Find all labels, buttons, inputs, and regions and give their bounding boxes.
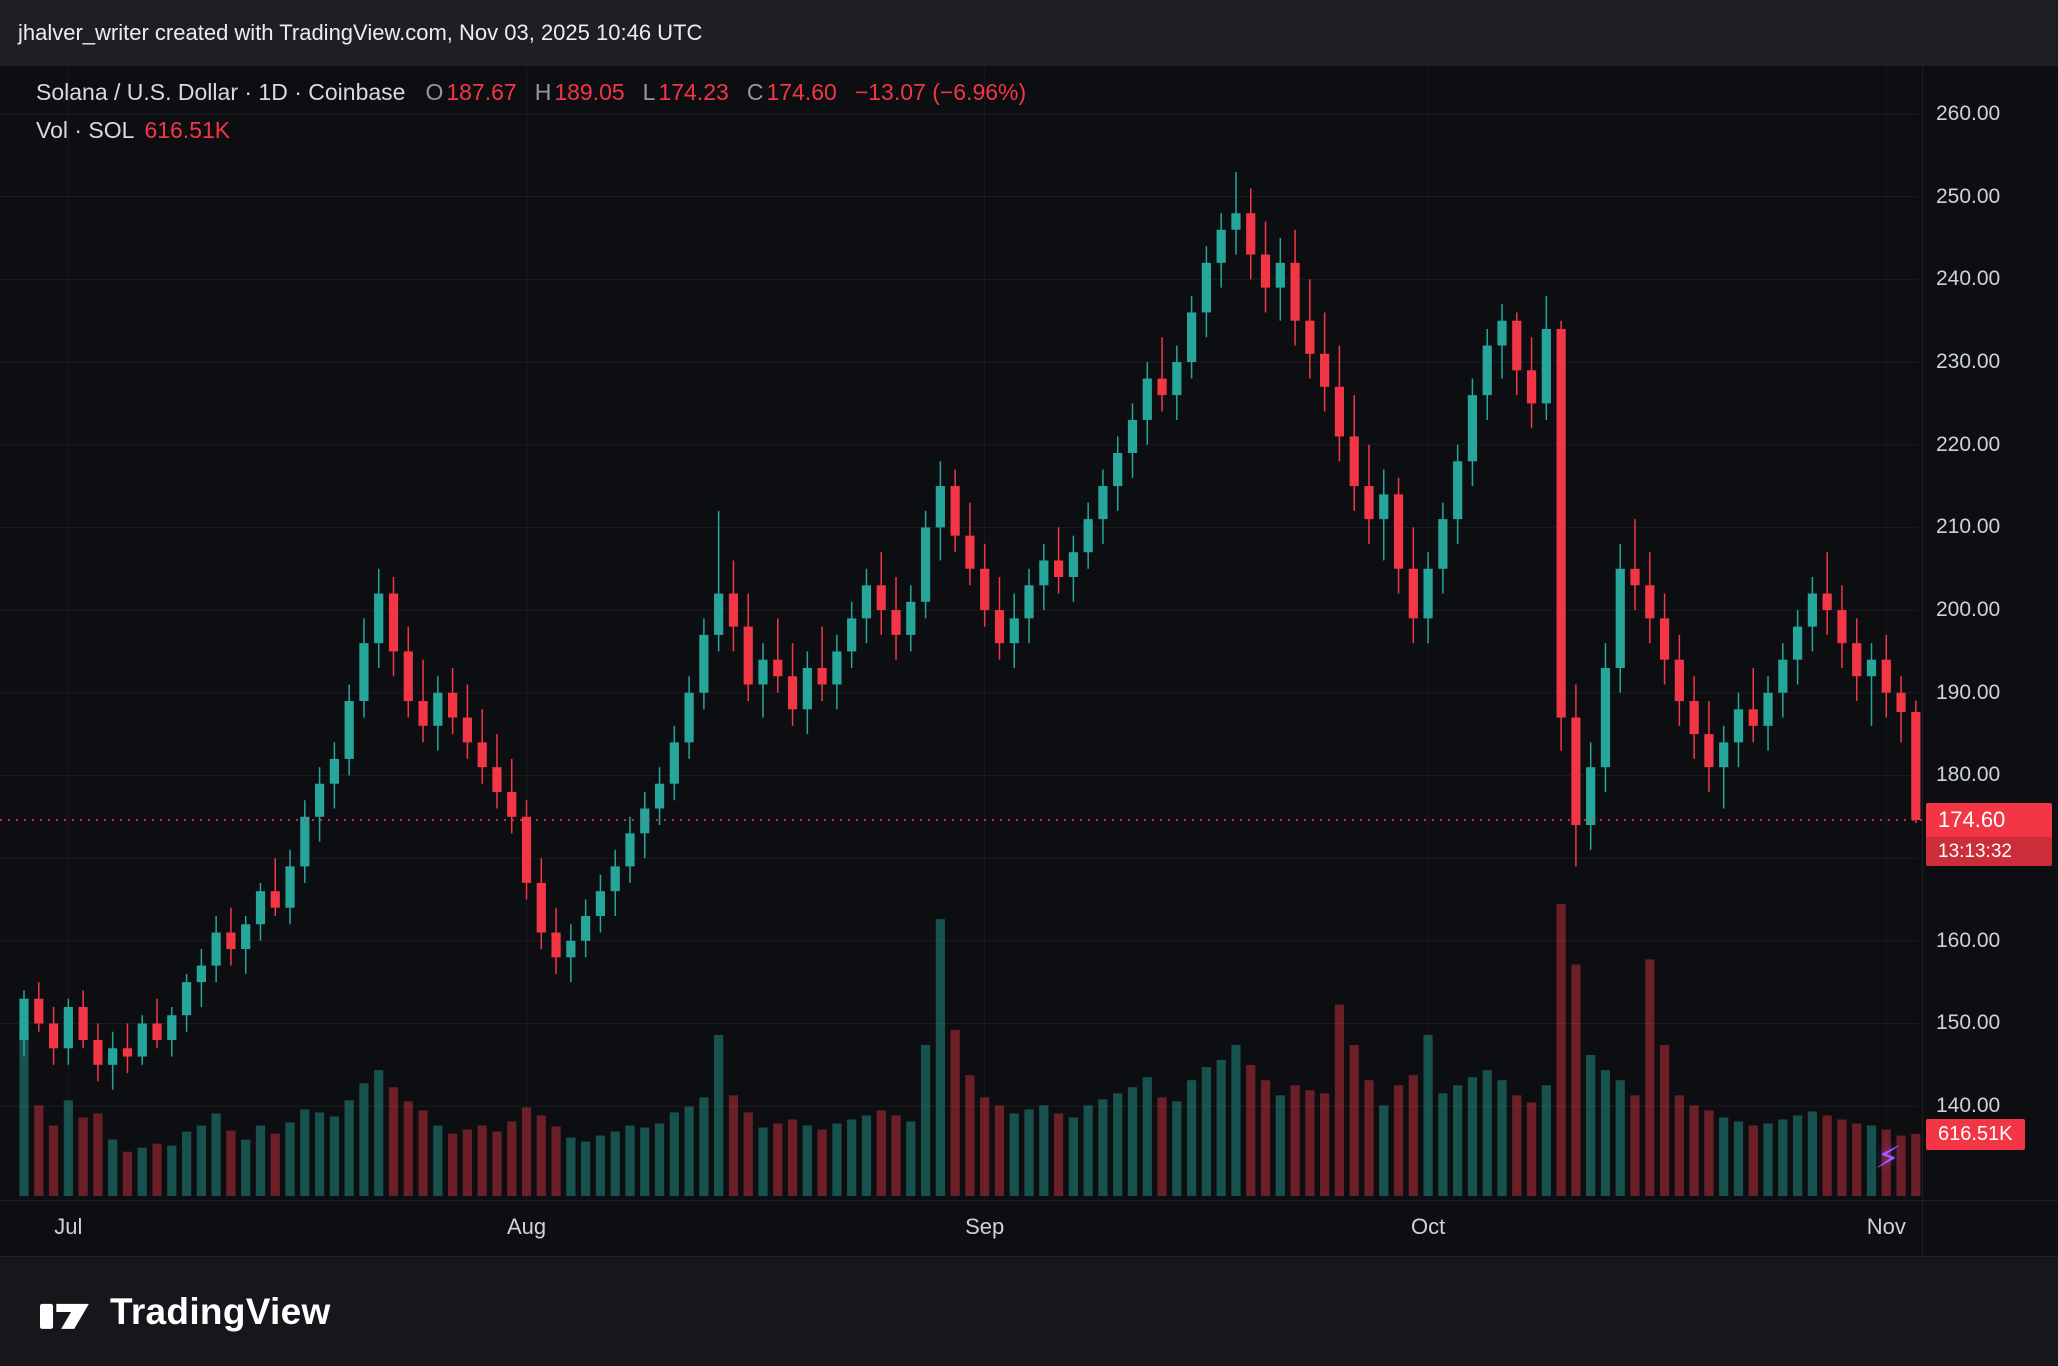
- open-pair: O 187.67: [425, 79, 516, 105]
- close-label: C: [746, 79, 764, 105]
- high-pair: H 189.05: [535, 79, 625, 105]
- time-axis-label[interactable]: Aug: [506, 1214, 547, 1239]
- candlestick-chart[interactable]: [0, 66, 2058, 1200]
- footer-bar: TradingView: [0, 1256, 2058, 1366]
- attribution-text: jhalver_writer created with TradingView.…: [18, 20, 703, 45]
- last-price-badge[interactable]: 174.60 13:13:32: [1926, 803, 2052, 867]
- close-value: 174.60: [766, 79, 837, 105]
- brand-name[interactable]: TradingView: [110, 1290, 331, 1332]
- open-label: O: [425, 79, 444, 105]
- change-value: −13.07 (−6.96%): [854, 79, 1027, 105]
- volume-badge: 616.51K: [1926, 1118, 2025, 1150]
- symbol-title[interactable]: Solana / U.S. Dollar · 1D · Coinbase: [36, 79, 406, 105]
- close-pair: C 174.60: [747, 79, 837, 105]
- time-axis-label[interactable]: Nov: [1866, 1214, 1906, 1239]
- time-axis[interactable]: Jul Aug Sep Oct Nov: [0, 1200, 2058, 1256]
- volume-label[interactable]: Vol · SOL: [36, 116, 135, 143]
- legend-volume-row: Vol · SOL 616.51K: [36, 116, 1026, 145]
- high-value: 189.05: [554, 79, 625, 105]
- last-price-value: 174.60: [1938, 807, 2006, 833]
- open-value: 187.67: [446, 79, 517, 105]
- tradingview-logo-icon[interactable]: [40, 1294, 90, 1329]
- price-axis-border: [1922, 66, 1923, 1256]
- low-value: 174.23: [658, 79, 729, 105]
- time-axis-label[interactable]: Jul: [54, 1214, 83, 1239]
- volume-value: 616.51K: [144, 116, 231, 143]
- chart-pane[interactable]: Solana / U.S. Dollar · 1D · Coinbase O 187…: [0, 66, 2058, 1256]
- legend-ohlc-row: Solana / U.S. Dollar · 1D · Coinbase O 187…: [36, 78, 1026, 107]
- time-axis-label[interactable]: Oct: [1410, 1214, 1446, 1239]
- bar-countdown: 13:13:32: [1926, 837, 2052, 867]
- time-axis-label[interactable]: Sep: [965, 1214, 1005, 1239]
- low-pair: L 174.23: [643, 79, 729, 105]
- low-label: L: [642, 79, 656, 105]
- attribution-bar: jhalver_writer created with TradingView.…: [0, 0, 2058, 66]
- chart-legend: Solana / U.S. Dollar · 1D · Coinbase O 187…: [36, 78, 1026, 145]
- high-label: H: [534, 79, 552, 105]
